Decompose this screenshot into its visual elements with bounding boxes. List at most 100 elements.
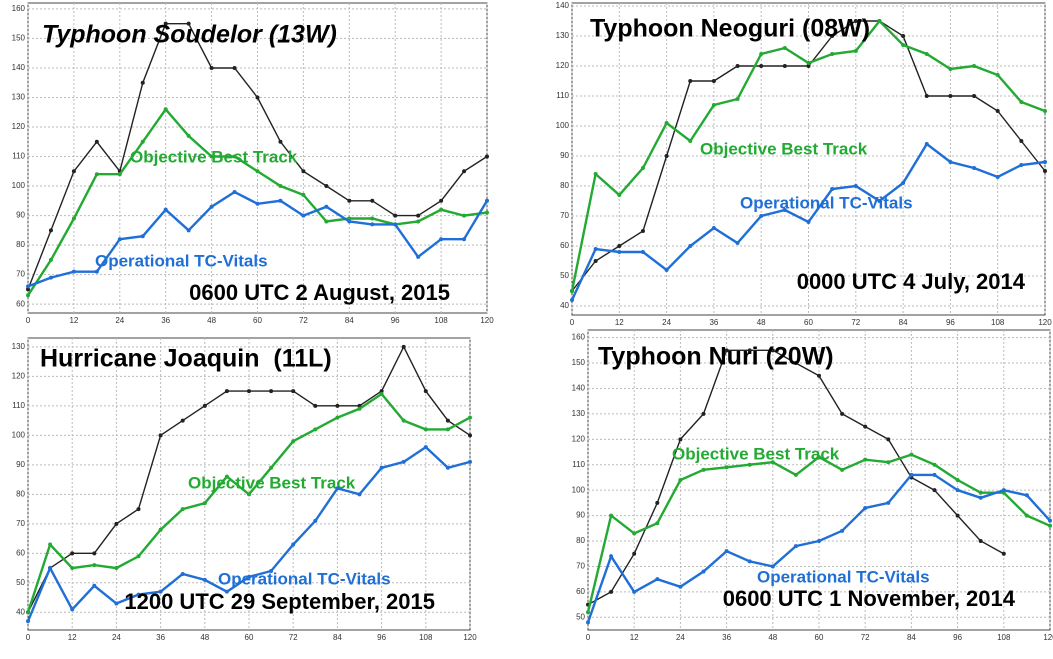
- data-point: [901, 43, 906, 47]
- data-point: [48, 257, 53, 262]
- data-point: [863, 424, 868, 429]
- data-point: [1001, 488, 1006, 493]
- series-label: Operational TC-Vitals: [757, 567, 930, 586]
- chart-title: Typhoon Soudelor (13W): [42, 21, 337, 49]
- y-tick-label: 60: [16, 548, 25, 557]
- data-point: [370, 222, 375, 227]
- data-point: [468, 433, 472, 438]
- y-tick-label: 100: [572, 485, 586, 494]
- data-point: [593, 172, 598, 176]
- data-point: [978, 495, 983, 500]
- annotation: 0600 UTC 2 August, 2015: [189, 280, 450, 305]
- data-point: [1043, 160, 1047, 164]
- data-point: [232, 189, 237, 194]
- data-point: [255, 201, 260, 206]
- data-point: [632, 589, 637, 594]
- data-point: [932, 472, 937, 477]
- x-tick-label: 12: [615, 318, 624, 327]
- data-point: [782, 46, 787, 50]
- data-point: [439, 207, 444, 212]
- series-label: Objective Best Track: [672, 444, 840, 463]
- data-point: [445, 418, 450, 423]
- data-point: [747, 559, 752, 564]
- y-tick-label: 90: [560, 151, 569, 160]
- x-tick-label: 36: [161, 316, 170, 325]
- chart-title: Typhoon Nuri (20W): [598, 343, 834, 371]
- data-point: [609, 513, 614, 518]
- data-point: [570, 298, 574, 302]
- data-point: [593, 259, 598, 263]
- data-point: [140, 234, 145, 239]
- data-point: [269, 465, 274, 470]
- data-point: [924, 52, 929, 56]
- data-point: [632, 531, 637, 536]
- data-point: [401, 418, 406, 423]
- data-point: [632, 551, 637, 556]
- data-point: [370, 198, 375, 203]
- data-point: [853, 19, 858, 23]
- data-point: [1043, 169, 1047, 173]
- x-tick-label: 72: [861, 633, 870, 642]
- data-point: [1024, 513, 1029, 518]
- data-point: [445, 427, 450, 432]
- data-point: [92, 583, 97, 588]
- x-tick-label: 84: [899, 318, 908, 327]
- data-point: [830, 187, 835, 191]
- data-point: [324, 204, 329, 209]
- data-point: [932, 462, 937, 467]
- y-tick-label: 40: [16, 607, 25, 616]
- data-point: [278, 139, 283, 144]
- y-tick-label: 160: [12, 4, 26, 13]
- data-point: [117, 172, 122, 177]
- x-tick-label: 108: [991, 318, 1005, 327]
- series-label: Objective Best Track: [188, 473, 356, 492]
- data-point: [224, 589, 229, 594]
- data-point: [468, 415, 472, 420]
- data-point: [324, 184, 329, 189]
- y-tick-label: 140: [556, 1, 570, 10]
- data-point: [886, 500, 891, 505]
- data-point: [830, 34, 835, 38]
- series-label: Objective Best Track: [700, 139, 868, 158]
- x-tick-label: 72: [299, 316, 308, 325]
- data-point: [948, 94, 953, 98]
- data-point: [701, 411, 706, 416]
- data-point: [180, 418, 185, 423]
- data-point: [136, 507, 141, 512]
- x-tick-label: 60: [245, 633, 254, 642]
- data-point: [978, 539, 983, 544]
- y-tick-label: 70: [560, 211, 569, 220]
- data-point: [269, 569, 274, 574]
- data-point: [485, 210, 489, 215]
- panel: 60 70 80 90 100 110 120 130 140 150 160 0 12 24 36 48 60…: [12, 2, 494, 325]
- y-tick-label: 50: [16, 578, 25, 587]
- data-point: [313, 518, 318, 523]
- y-tick-label: 100: [556, 121, 570, 130]
- data-point: [202, 403, 207, 408]
- data-point: [711, 226, 716, 230]
- data-point: [26, 619, 30, 624]
- data-point: [186, 133, 191, 138]
- data-point: [759, 64, 764, 68]
- y-tick-label: 150: [572, 358, 586, 367]
- data-point: [886, 460, 891, 465]
- data-point: [94, 139, 99, 144]
- data-point: [247, 492, 251, 497]
- data-point: [830, 52, 835, 56]
- data-point: [209, 65, 214, 70]
- data-point: [678, 437, 683, 442]
- data-point: [688, 79, 693, 83]
- data-point: [688, 244, 693, 248]
- data-point: [186, 21, 191, 26]
- y-tick-label: 40: [560, 301, 569, 310]
- data-point: [232, 154, 237, 159]
- data-point: [71, 169, 76, 174]
- data-point: [114, 601, 119, 606]
- data-point: [462, 237, 467, 242]
- data-point: [948, 160, 953, 164]
- data-point: [724, 549, 729, 554]
- data-point: [724, 465, 729, 470]
- data-point: [70, 566, 75, 571]
- y-tick-label: 130: [572, 409, 586, 418]
- data-point: [163, 21, 168, 26]
